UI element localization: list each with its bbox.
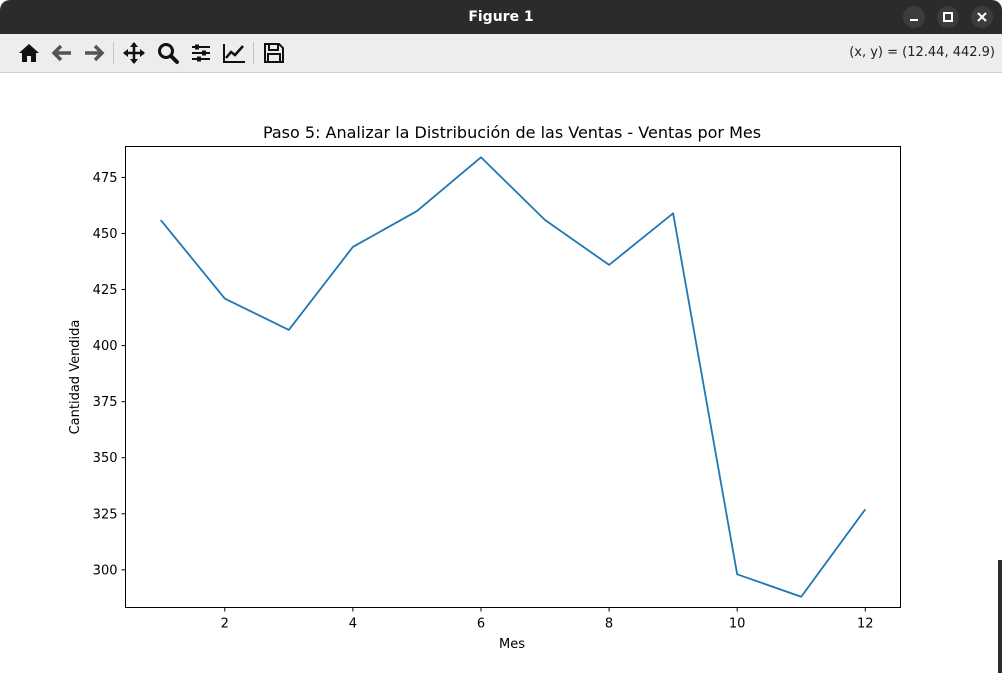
window-edge xyxy=(998,560,1002,673)
pan-button[interactable] xyxy=(120,39,148,67)
zoom-button[interactable] xyxy=(154,39,182,67)
x-tick-label: 4 xyxy=(349,617,357,632)
window-title: Figure 1 xyxy=(468,9,534,25)
configure-subplots-icon xyxy=(192,44,210,62)
y-tick-label: 325 xyxy=(93,507,118,522)
x-tick-label: 10 xyxy=(729,617,746,632)
back-arrow-icon xyxy=(51,44,71,62)
pan-icon xyxy=(123,42,145,64)
y-axis-label: Cantidad Vendida xyxy=(68,320,83,435)
maximize-icon xyxy=(943,12,953,22)
y-tick-label: 300 xyxy=(93,563,118,578)
y-tick-label: 450 xyxy=(93,227,118,242)
maximize-button[interactable] xyxy=(937,6,959,28)
close-button[interactable] xyxy=(971,6,993,28)
forward-arrow-icon xyxy=(85,44,105,62)
x-tick-label: 2 xyxy=(221,617,229,632)
configure-subplots-button[interactable] xyxy=(187,39,215,67)
save-button[interactable] xyxy=(260,39,288,67)
y-tick-label: 475 xyxy=(93,171,118,186)
series-line xyxy=(160,156,866,598)
forward-button[interactable] xyxy=(80,39,108,67)
plot-area xyxy=(125,146,901,608)
x-tick-label: 12 xyxy=(857,617,874,632)
line-chart[interactable]: Paso 5: Analizar la Distribución de las … xyxy=(0,73,1002,673)
home-button[interactable] xyxy=(15,39,43,67)
window-titlebar: Figure 1 xyxy=(0,0,1002,34)
zoom-icon xyxy=(158,43,179,64)
close-icon xyxy=(977,12,987,22)
x-tick-label: 8 xyxy=(605,617,613,632)
y-tick-label: 350 xyxy=(93,451,118,466)
y-tick-label: 400 xyxy=(93,339,118,354)
back-button[interactable] xyxy=(48,39,76,67)
y-tick-label: 375 xyxy=(93,395,118,410)
save-icon xyxy=(264,43,284,63)
edit-axis-icon xyxy=(223,44,245,63)
cursor-coordinates: (x, y) = (12.44, 442.9) xyxy=(849,45,995,60)
x-axis-label: Mes xyxy=(499,637,525,652)
minimize-button[interactable] xyxy=(903,6,925,28)
y-tick-label: 425 xyxy=(93,283,118,298)
toolbar-separator xyxy=(113,42,114,64)
chart-title: Paso 5: Analizar la Distribución de las … xyxy=(263,123,761,142)
toolbar-separator xyxy=(253,42,254,64)
edit-axis-button[interactable] xyxy=(220,39,248,67)
home-icon xyxy=(19,44,39,62)
minimize-icon xyxy=(910,19,918,21)
x-tick-label: 6 xyxy=(477,617,485,632)
navigation-toolbar xyxy=(0,34,1002,73)
